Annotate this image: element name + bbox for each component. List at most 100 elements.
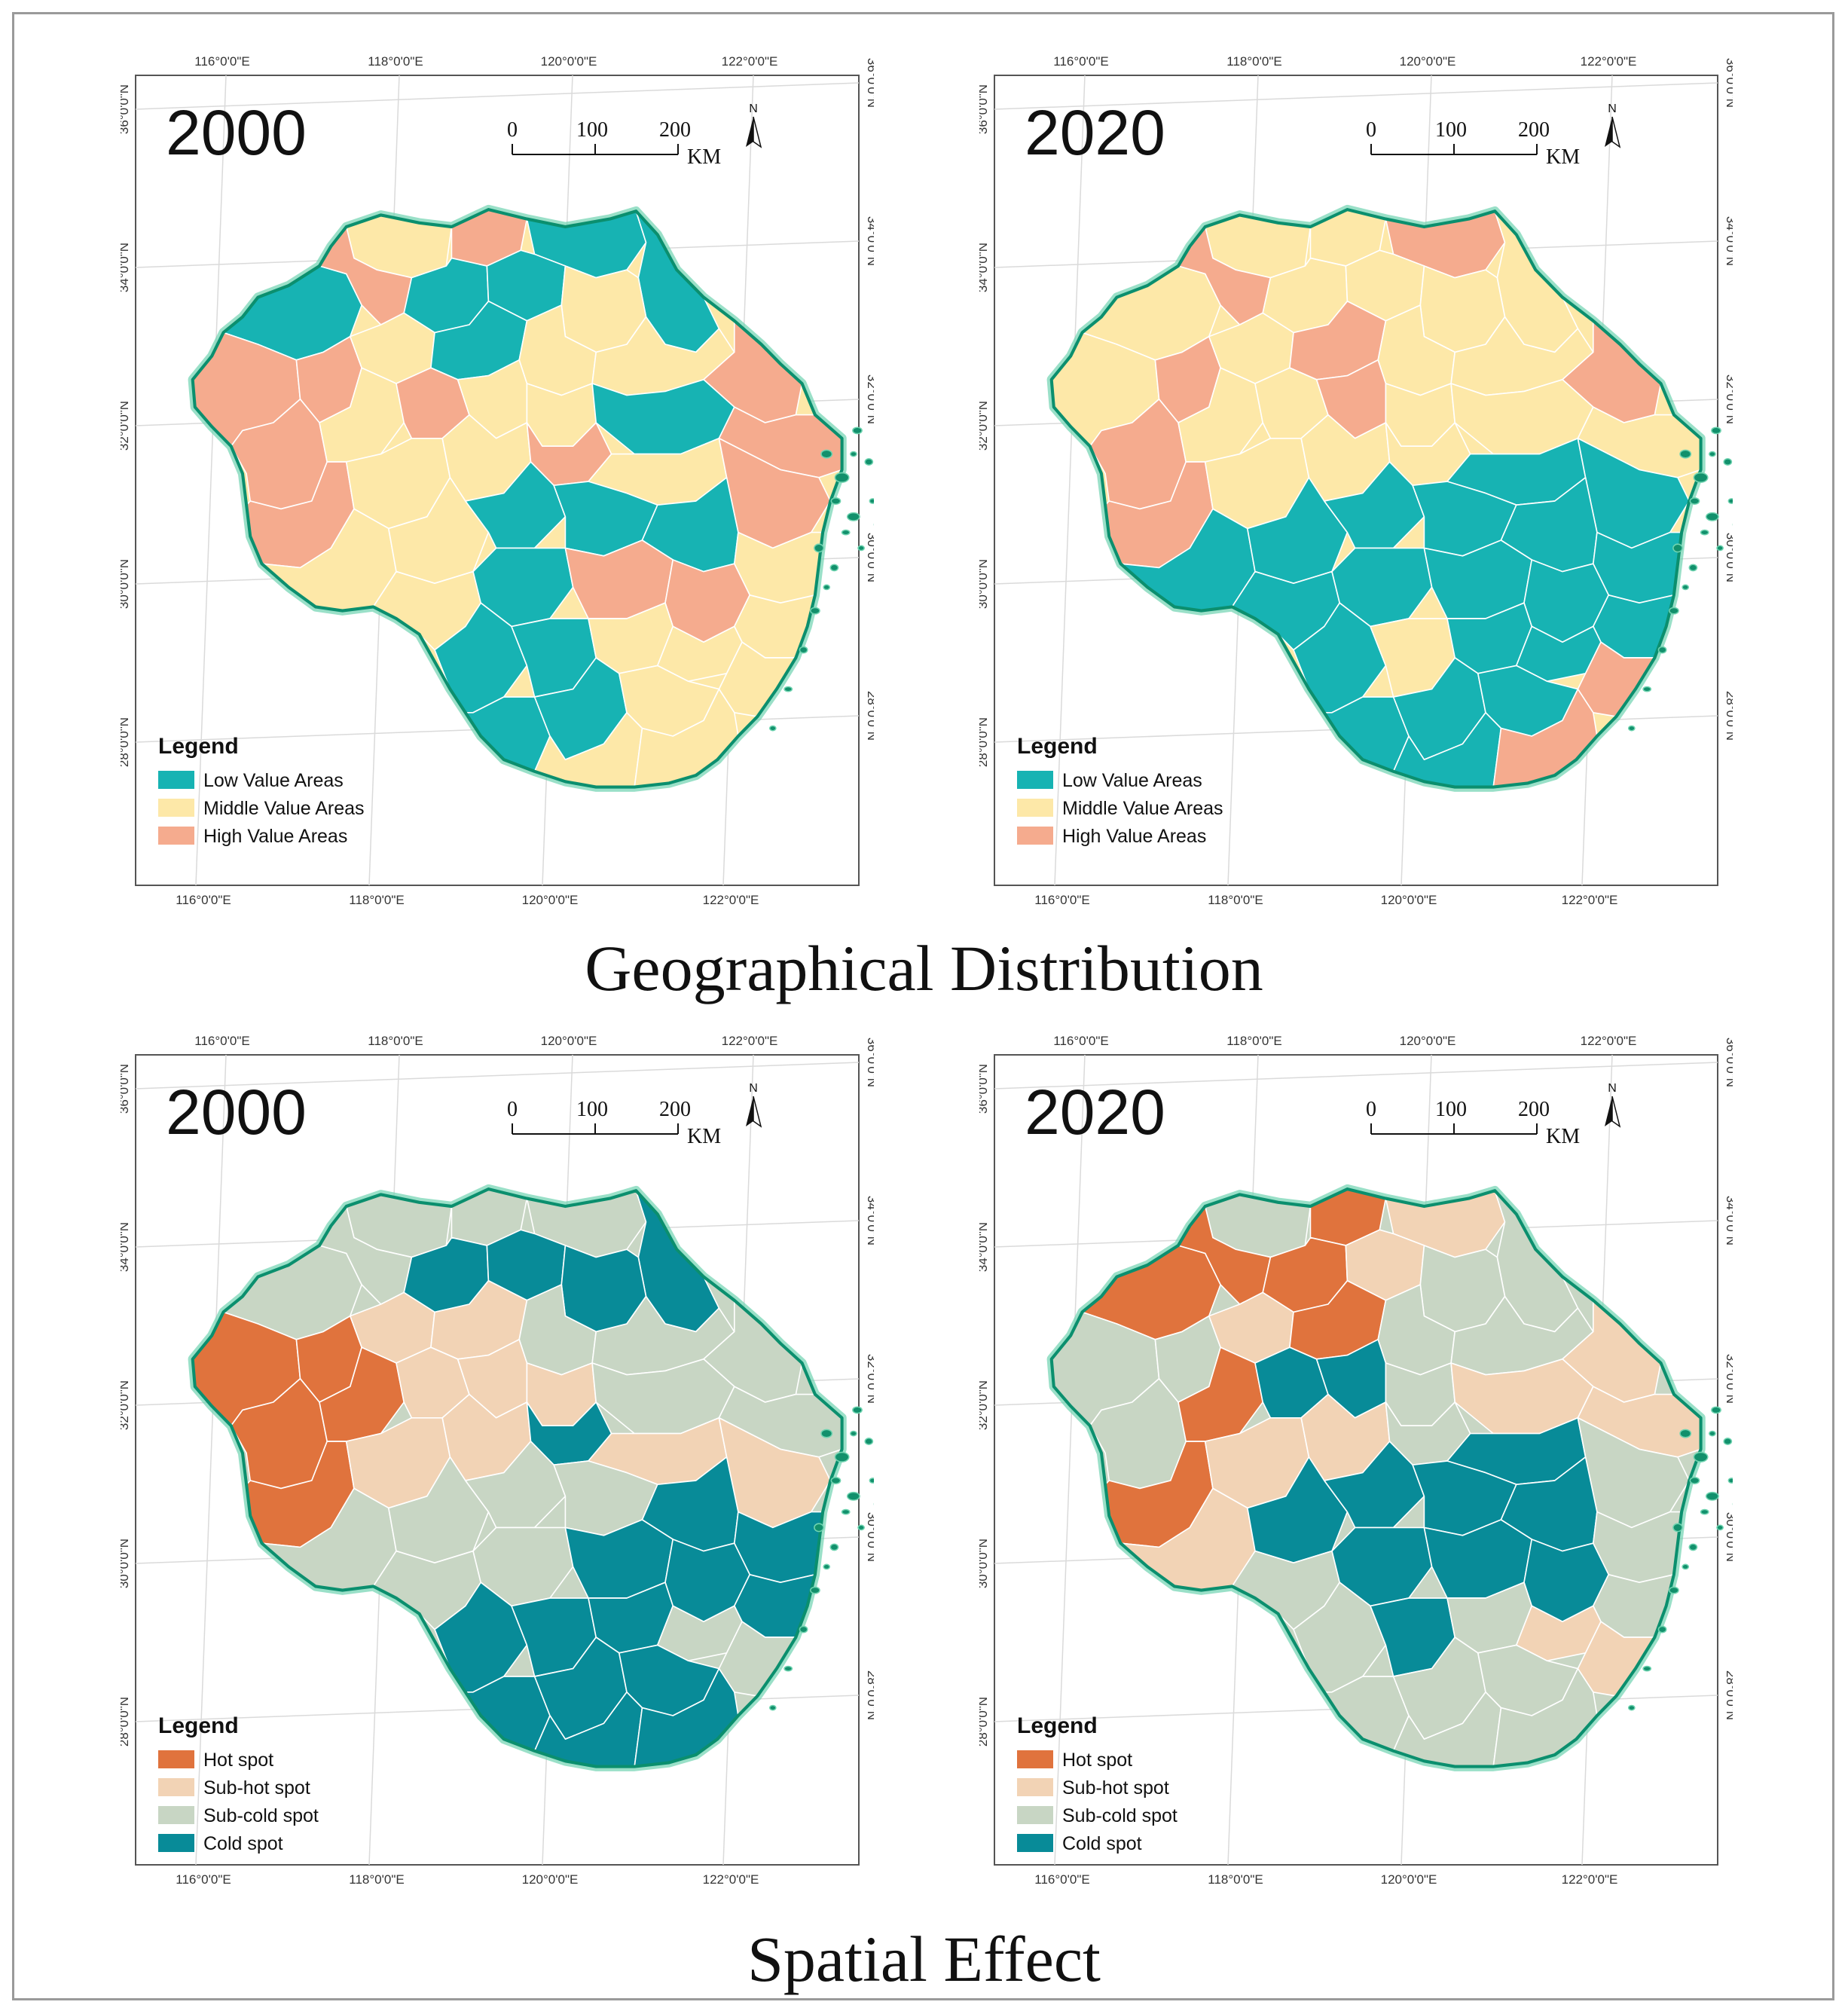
legend: Legend Hot spot Sub-hot spot Sub-cold spot C… (158, 1713, 319, 1854)
boundary-outline (191, 208, 844, 789)
legend-label: Sub-cold spot (1062, 1805, 1178, 1826)
legend-swatch (1017, 827, 1053, 845)
lat-label-left: 30°0'0"N (979, 1539, 990, 1588)
lat-label-right: 34°0'0"N (1724, 1196, 1733, 1245)
boundary-outline (1049, 1187, 1703, 1768)
coastal-islands (768, 1406, 874, 1711)
map-panel-geographical-2020: 116°0'0"E 116°0'0"E 118°0'0"E 118°0'0"E 120°… (979, 41, 1733, 904)
legend-swatch (1017, 1834, 1053, 1852)
lon-label-top: 122°0'0"E (1581, 1034, 1637, 1048)
north-arrow-icon: N (1605, 1082, 1621, 1128)
coordinate-labels: 116°0'0"E 116°0'0"E 118°0'0"E 118°0'0"E 120°… (121, 54, 874, 904)
scale-tick-label: 100 (1435, 1098, 1467, 1121)
legend-swatch (158, 1750, 194, 1768)
legend-label: Hot spot (203, 1750, 273, 1771)
lon-label-top: 120°0'0"E (1400, 1034, 1456, 1048)
scale-tick-label: 0 (1366, 1098, 1376, 1121)
lat-label-left: 32°0'0"N (121, 401, 131, 451)
lat-label-right: 30°0'0"N (1724, 533, 1733, 582)
legend-swatch (158, 1806, 194, 1824)
north-label: N (749, 102, 758, 115)
lat-label-left: 28°0'0"N (121, 717, 131, 767)
scale-tick-label: 200 (659, 118, 691, 142)
scale-bar: 0 100 200 KM (1366, 1098, 1580, 1148)
scale-tick-label: 200 (1518, 1098, 1550, 1121)
legend-label: Sub-cold spot (203, 1805, 319, 1826)
legend-title: Legend (158, 1713, 239, 1738)
lon-label-top: 120°0'0"E (541, 1034, 597, 1048)
lat-label-left: 34°0'0"N (979, 1222, 990, 1272)
lon-label-top: 116°0'0"E (194, 54, 249, 69)
coastal-islands (1627, 426, 1733, 732)
lon-label-top: 116°0'0"E (194, 1034, 249, 1048)
scale-tick-label: 0 (507, 118, 518, 142)
region-map (188, 1184, 874, 1771)
lat-label-left: 28°0'0"N (979, 1697, 990, 1747)
map-svg-se-2020: 116°0'0"E 116°0'0"E 118°0'0"E 118°0'0"E 120°… (979, 1034, 1733, 1884)
lon-label-bottom: 118°0'0"E (1208, 1872, 1263, 1884)
legend-label: High Value Areas (203, 826, 347, 847)
title-spatial-effect: Spatial Effect (747, 1923, 1101, 1995)
region-map (1046, 1184, 1733, 1771)
lat-label-left: 34°0'0"N (979, 243, 990, 292)
lat-label-left: 34°0'0"N (121, 1222, 131, 1272)
lat-label-right: 32°0'0"N (1724, 374, 1733, 424)
legend-label: Middle Value Areas (203, 798, 365, 819)
year-label: 2000 (166, 1077, 307, 1148)
scale-tick-label: 0 (1366, 118, 1376, 142)
legend-swatch (1017, 799, 1053, 817)
legend-label: Hot spot (1062, 1750, 1132, 1771)
legend-label: Low Value Areas (203, 770, 344, 791)
map-svg-gd-2020: 116°0'0"E 116°0'0"E 118°0'0"E 118°0'0"E 120°… (979, 54, 1733, 904)
legend-label: Sub-hot spot (1062, 1777, 1169, 1799)
lon-label-top: 118°0'0"E (368, 54, 423, 69)
legend: Legend Hot spot Sub-hot spot Sub-cold spot C… (1017, 1713, 1178, 1854)
map-svg-gd-2000: 116°0'0"E 116°0'0"E 118°0'0"E 118°0'0"E 120°… (121, 54, 874, 904)
coastal-islands (768, 426, 874, 732)
lat-label-right: 36°0'0"N (1724, 1038, 1733, 1087)
lat-label-right: 28°0'0"N (1724, 1670, 1733, 1720)
region-map (188, 204, 874, 792)
legend-label: Cold spot (203, 1833, 283, 1854)
legend-swatch (1017, 1806, 1053, 1824)
year-label: 2020 (1025, 1077, 1165, 1148)
lon-label-bottom: 116°0'0"E (1034, 1872, 1089, 1884)
legend-swatch (1017, 771, 1053, 789)
lat-label-left: 36°0'0"N (121, 84, 131, 134)
lat-label-right: 28°0'0"N (1724, 691, 1733, 741)
year-label: 2000 (166, 97, 307, 168)
north-label: N (1608, 102, 1617, 115)
lat-label-right: 32°0'0"N (865, 1354, 874, 1404)
scale-unit: KM (687, 1125, 721, 1148)
lon-label-bottom: 122°0'0"E (1562, 1872, 1618, 1884)
scale-unit: KM (687, 145, 721, 169)
coordinate-labels: 116°0'0"E 116°0'0"E 118°0'0"E 118°0'0"E 120°… (979, 1034, 1733, 1884)
coordinate-labels: 116°0'0"E 116°0'0"E 118°0'0"E 118°0'0"E 120°… (121, 1034, 874, 1884)
scale-tick-label: 0 (507, 1098, 518, 1121)
lat-label-right: 36°0'0"N (865, 1038, 874, 1087)
scale-bar: 0 100 200 KM (1366, 118, 1580, 169)
legend-title: Legend (1017, 1713, 1098, 1738)
map-panel-spatial-2020: 116°0'0"E 116°0'0"E 118°0'0"E 118°0'0"E 120°… (979, 1021, 1733, 1884)
north-arrow-icon: N (1605, 102, 1621, 148)
scale-tick-label: 200 (659, 1098, 691, 1121)
legend-label: High Value Areas (1062, 826, 1206, 847)
legend: Legend Low Value Areas Middle Value Areas H… (1017, 734, 1223, 847)
lon-label-bottom: 122°0'0"E (1562, 893, 1618, 904)
lat-label-right: 30°0'0"N (1724, 1512, 1733, 1562)
lat-label-right: 28°0'0"N (865, 691, 874, 741)
map-svg-se-2000: 116°0'0"E 116°0'0"E 118°0'0"E 118°0'0"E 120°… (121, 1034, 874, 1884)
legend-swatch (158, 1834, 194, 1852)
boundary-outline (191, 1187, 844, 1768)
lat-label-right: 34°0'0"N (1724, 216, 1733, 266)
lon-label-bottom: 116°0'0"E (176, 893, 231, 904)
legend-title: Legend (158, 734, 239, 759)
lat-label-left: 30°0'0"N (121, 1539, 131, 1588)
legend-swatch (158, 771, 194, 789)
lon-label-bottom: 116°0'0"E (176, 1872, 231, 1884)
lon-label-bottom: 120°0'0"E (522, 1872, 579, 1884)
lon-label-top: 118°0'0"E (1226, 54, 1281, 69)
map-panel-spatial-2000: 116°0'0"E 116°0'0"E 118°0'0"E 118°0'0"E 120°… (121, 1021, 874, 1884)
lat-label-left: 30°0'0"N (979, 559, 990, 609)
legend-label: Cold spot (1062, 1833, 1142, 1854)
